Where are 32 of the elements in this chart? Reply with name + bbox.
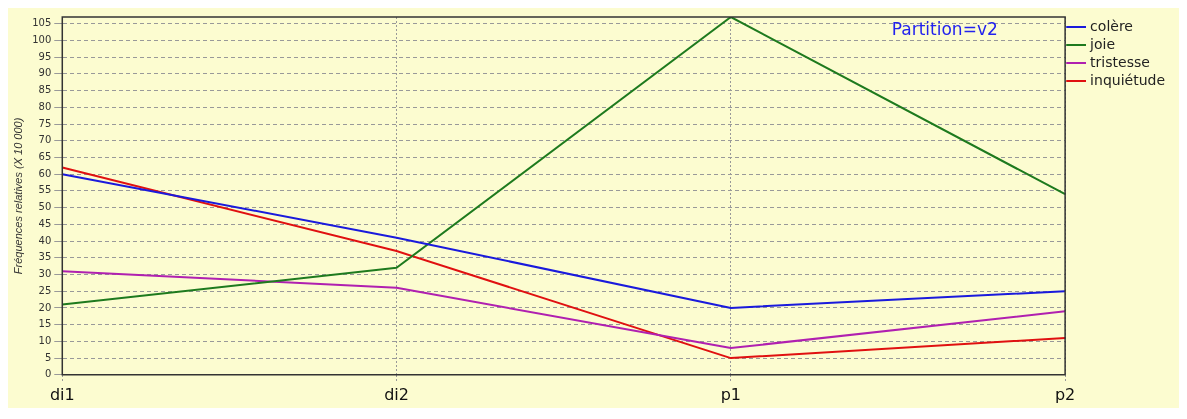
y-tick-label: 75 <box>38 117 52 129</box>
y-tick-label: 5 <box>44 351 52 363</box>
x-tick-label: di1 <box>49 384 75 404</box>
legend-label: colère <box>1090 17 1133 34</box>
x-tick-label: di2 <box>384 384 409 404</box>
legend-label: tristesse <box>1090 53 1150 70</box>
y-tick-label: 55 <box>38 184 52 196</box>
annotation: Partition=v2 <box>891 18 998 39</box>
y-tick-label: 90 <box>38 67 52 79</box>
y-tick-label: 95 <box>38 50 52 62</box>
y-tick-label: 10 <box>38 334 52 346</box>
y-tick-label: 15 <box>38 318 52 330</box>
y-tick-label: 70 <box>38 134 52 146</box>
y-tick-label: 25 <box>38 284 52 296</box>
y-tick-label: 85 <box>38 84 52 96</box>
y-tick-label: 30 <box>38 268 52 280</box>
y-tick-label: 105 <box>32 17 52 29</box>
x-tick-label: p1 <box>720 384 742 404</box>
legend-label: inquiétude <box>1090 71 1165 88</box>
y-tick-label: 0 <box>44 368 52 380</box>
legend-label: joie <box>1089 35 1116 52</box>
y-tick-label: 100 <box>32 34 52 45</box>
y-tick-label: 65 <box>38 151 52 163</box>
y-tick-label: 35 <box>38 251 52 263</box>
y-tick-label: 45 <box>38 217 52 229</box>
y-axis-title: Fréquences relatives (X 10 000) <box>11 117 24 275</box>
x-tick-label: p2 <box>1054 384 1076 404</box>
y-tick-label: 20 <box>38 301 52 313</box>
y-tick-label: 80 <box>38 100 52 112</box>
y-tick-label: 60 <box>38 167 52 179</box>
y-tick-label: 40 <box>38 234 52 246</box>
y-tick-label: 50 <box>38 201 52 213</box>
